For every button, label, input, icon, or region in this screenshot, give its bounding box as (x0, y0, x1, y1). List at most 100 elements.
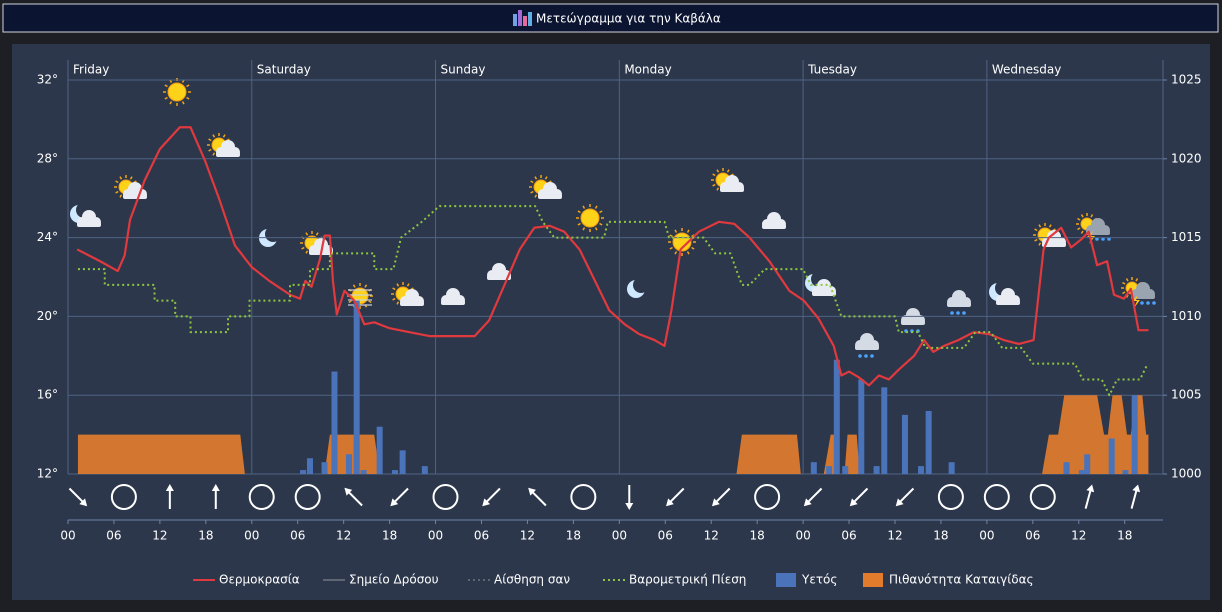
sun-ray (594, 227, 598, 231)
cloud-part (762, 224, 786, 229)
cloud-part (855, 345, 879, 350)
calm-wind (570, 484, 597, 510)
sun-ray (169, 101, 173, 105)
wind-arrow (1130, 484, 1141, 509)
arrow-head (666, 498, 674, 507)
wind-arrow (482, 487, 501, 507)
sun-ray (577, 210, 581, 214)
calm-wind (983, 484, 1010, 510)
sun-ray (674, 229, 678, 233)
sun-ray (1038, 224, 1042, 228)
cloud-part (441, 300, 465, 305)
arrow-head (165, 484, 174, 491)
rain-bar (360, 470, 367, 474)
arrow-head (390, 498, 399, 507)
cloud-part (538, 194, 562, 199)
chart-title: Μετεώγραμμα για την Καβάλα (536, 12, 721, 26)
sun-ray (1125, 278, 1129, 282)
wind-arrow (803, 487, 823, 507)
weather-icons (70, 78, 1156, 358)
rain-bar (391, 470, 398, 474)
rain-bar (1122, 470, 1129, 474)
sun-ray (208, 148, 212, 152)
cloud (947, 290, 971, 307)
cloud-part (1131, 294, 1155, 299)
x-tick-label: 06 (474, 529, 489, 543)
sun-ray (212, 152, 216, 156)
x-tick-label: 00 (428, 529, 443, 543)
day-label: Tuesday (807, 63, 857, 77)
wind-arrow (68, 487, 88, 507)
arrow-head (803, 498, 812, 507)
cloud (123, 182, 147, 199)
x-tick-label: 18 (198, 529, 213, 543)
wind-arrow (528, 487, 547, 507)
arrow-head (895, 498, 904, 507)
sun (580, 208, 600, 228)
rain-bar (321, 462, 328, 474)
rain-bar (918, 466, 925, 474)
x-tick-label: 18 (566, 529, 581, 543)
sun-ray (534, 176, 538, 180)
calm-wind (754, 484, 781, 510)
x-tick-label: 00 (612, 529, 627, 543)
rain-drop (858, 354, 862, 358)
rain-bar (300, 470, 307, 474)
y2-tick-label: 1015 (1171, 230, 1202, 244)
sun-ray (716, 187, 720, 191)
cloud (1042, 230, 1066, 247)
sun-ray (1122, 281, 1126, 285)
temperature-line (76, 126, 1149, 387)
sun-ray (208, 138, 212, 142)
wind-arrow (625, 485, 634, 510)
y2-tick-label: 1010 (1171, 309, 1202, 323)
sun-ray (1077, 227, 1081, 231)
sun-ray (577, 222, 581, 226)
x-tick-label: 18 (1117, 529, 1132, 543)
sun-ray (396, 301, 400, 305)
title-icon (513, 10, 532, 26)
sun-ray (396, 283, 400, 287)
sun-ray (164, 84, 168, 88)
sun-ray (222, 134, 226, 138)
x-tick-label: 00 (795, 529, 810, 543)
rain-bar (881, 387, 888, 474)
sun-ray (582, 205, 586, 209)
sun-ray (119, 194, 123, 198)
cloud-part (901, 320, 925, 325)
sun-ray (530, 180, 534, 184)
x-tick-label: 12 (520, 529, 535, 543)
sun-ray (1090, 214, 1094, 218)
cloud (441, 288, 465, 305)
day-label: Wednesday (992, 63, 1061, 77)
y2-tick-label: 1005 (1171, 388, 1202, 402)
sun-ray (1077, 217, 1081, 221)
sun-ray (352, 284, 356, 288)
sun-ray (534, 194, 538, 198)
sun-ray (305, 250, 309, 254)
rain-bar (1063, 462, 1070, 474)
x-tick-label: 06 (841, 529, 856, 543)
legend-swatch (863, 573, 883, 587)
sun-ray (599, 222, 603, 226)
sun-ray (1048, 224, 1052, 228)
legend-swatch (776, 573, 796, 587)
sun-ray (301, 246, 305, 250)
sun-ray (115, 190, 119, 194)
sun-ray (1125, 294, 1129, 298)
sun-ray (530, 190, 534, 194)
wind-arrow (711, 487, 731, 507)
rain-drop (1146, 301, 1150, 305)
y-tick-label: 28° (37, 151, 58, 165)
arrow-head (1132, 484, 1141, 493)
rain-bar (346, 454, 353, 474)
arrow-head (344, 487, 353, 496)
cloud (720, 175, 744, 192)
rain-bar (399, 450, 406, 474)
y-tick-label: 16° (37, 388, 58, 402)
sun-ray (186, 96, 190, 100)
cloud (812, 279, 836, 296)
cloud-part (123, 194, 147, 199)
sun-ray (364, 284, 368, 288)
